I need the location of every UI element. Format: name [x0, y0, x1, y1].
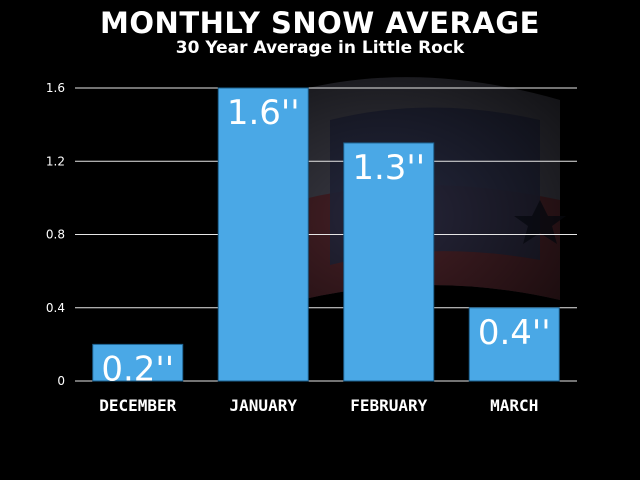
x-category-label: FEBRUARY: [350, 396, 427, 415]
y-tick-label: 0.4: [46, 301, 65, 315]
y-tick-label: 1.2: [46, 154, 65, 168]
bar: [92, 343, 184, 382]
bar-data-label: 0.2'': [101, 349, 174, 389]
bar-data-label: 1.3'': [352, 148, 425, 188]
chart-subtitle: 30 Year Average in Little Rock: [175, 38, 465, 58]
bar: [343, 142, 435, 382]
x-category-label: MARCH: [490, 396, 538, 415]
y-tick-label: 1.6: [46, 81, 65, 95]
bar-data-label: 1.6'': [227, 93, 300, 133]
bar-data-label: 0.4'': [478, 313, 551, 353]
chart-title: MONTHLY SNOW AVERAGE: [100, 6, 540, 40]
bar: [468, 307, 560, 382]
y-tick-label: 0.8: [46, 228, 65, 242]
x-category-label: JANUARY: [230, 396, 298, 415]
bar: [217, 87, 309, 382]
x-category-label: DECEMBER: [99, 396, 176, 415]
y-tick-label: 0: [57, 374, 65, 388]
